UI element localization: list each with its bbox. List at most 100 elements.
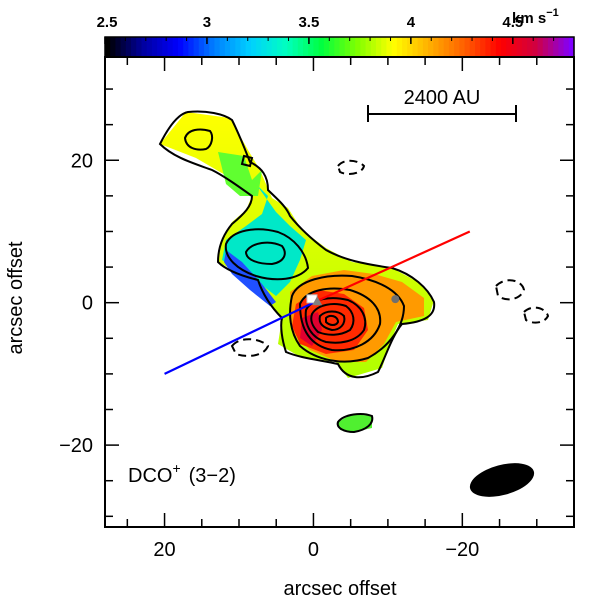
emission-lime [218,152,262,196]
colorbar-swatch [412,37,419,57]
colorbar-swatch [501,37,507,57]
colorbar-swatch [542,37,549,57]
colorbar-unit: km s−1 [512,7,559,27]
colorbar-swatch [157,37,163,57]
contour-core-6 [325,314,340,326]
colorbar-swatch [266,37,273,57]
colorbar-swatch [516,37,523,57]
colorbar-swatch [344,37,351,57]
colorbar-swatch [474,37,481,57]
colorbar-swatch [219,37,226,57]
colorbar-swatch [521,37,528,57]
colorbar-swatch [386,37,393,57]
plot-frame [104,56,575,528]
contour-outer [158,110,436,379]
y-axis-label: arcsec offset [5,241,27,354]
colorbar-swatch [422,37,429,57]
colorbar-swatch [282,37,288,57]
colorbar-swatch [391,37,398,57]
colorbar-swatch [120,37,127,57]
colorbar-swatch [235,37,242,57]
colorbar-swatch [480,37,487,57]
colorbar-swatch [469,37,476,57]
colorbar-swatch [490,37,497,57]
colorbar-swatch [334,37,341,57]
colorbar-swatch [428,37,434,57]
colorbar-swatch [568,37,575,57]
x-tick-label: 20 [153,539,175,561]
colorbar-tick-label: 2.5 [97,14,118,31]
colorbar-swatch [167,37,174,57]
colorbar-swatch [276,37,283,57]
contour-neg-1 [336,159,366,175]
y-tick-label: 20 [71,150,93,172]
colorbar-swatch [292,37,299,57]
contour-north-nub [240,154,254,168]
colorbar-swatch [329,37,335,57]
colorbar-swatch [323,37,330,57]
contour-core-1 [289,274,406,363]
colorbar-swatch [558,37,565,57]
colorbar-swatch [459,37,466,57]
colorbar-swatch [261,37,268,57]
contour-core-5 [318,310,346,332]
colorbar-tick-label: 3 [203,14,211,31]
grey-triangle-marker [312,296,323,306]
colorbar-swatch [125,37,132,57]
colorbar-swatch [537,37,544,57]
x-tick-label: −20 [445,539,479,561]
colorbar-tick-label: 4 [407,14,416,31]
colorbar-swatch [464,37,471,57]
colorbar-ticks: 2.5 3 3.5 4 4.5 [97,14,575,44]
colorbar-swatch [511,37,518,57]
colorbar-swatch [355,37,361,57]
scale-bar: 2400 AU [367,87,517,122]
colorbar-swatch [245,37,252,57]
colorbar-swatch [553,37,559,57]
contour-south-blob [336,413,374,434]
colorbar-tick-label: 4.5 [502,14,523,31]
colorbar-swatch [110,37,117,57]
colorbar-swatch [141,37,148,57]
colorbar-swatch [339,37,346,57]
colorbar-tick-label: 3.5 [298,14,319,31]
colorbar [104,36,575,58]
x-axis-label: arcsec offset [283,578,396,600]
colorbar-swatch [370,37,377,57]
colorbar-swatch [532,37,539,57]
y-tick-label: −20 [59,435,93,457]
contour-neg-3 [494,279,526,301]
colorbar-swatch [506,37,513,57]
contour-head [183,128,214,151]
colorbar-swatch [318,37,325,57]
colorbar-swatch [151,37,158,57]
colorbar-swatch [454,37,460,57]
contour-mid-1 [224,228,310,281]
colorbar-swatch [250,37,257,57]
overlays [164,230,471,375]
colorbar-swatch [146,37,153,57]
grey-circle-marker [391,295,400,304]
colorbar-swatch [271,37,278,57]
colorbar-swatch [563,37,570,57]
colorbar-swatch [313,37,320,57]
colorbar-swatch [230,37,236,57]
scale-bar-label: 2400 AU [404,87,481,109]
beam-ellipse [469,463,535,497]
colorbar-swatch [448,37,455,57]
contour-core-2 [298,287,382,352]
x-tick-label: 0 [308,539,319,561]
contour-core-4 [310,303,355,336]
colorbar-swatch [162,37,169,57]
colorbar-swatch [485,37,492,57]
colorbar-swatch [256,37,262,57]
colorbar-swatch [198,37,205,57]
colorbar-swatch [303,37,309,57]
outflow-blue-axis [164,301,314,375]
colorbar-swatch [172,37,179,57]
line-label: DCO+ (3−2) [128,460,236,487]
colorbar-swatch [209,37,216,57]
outflow-red-axis [312,230,471,304]
